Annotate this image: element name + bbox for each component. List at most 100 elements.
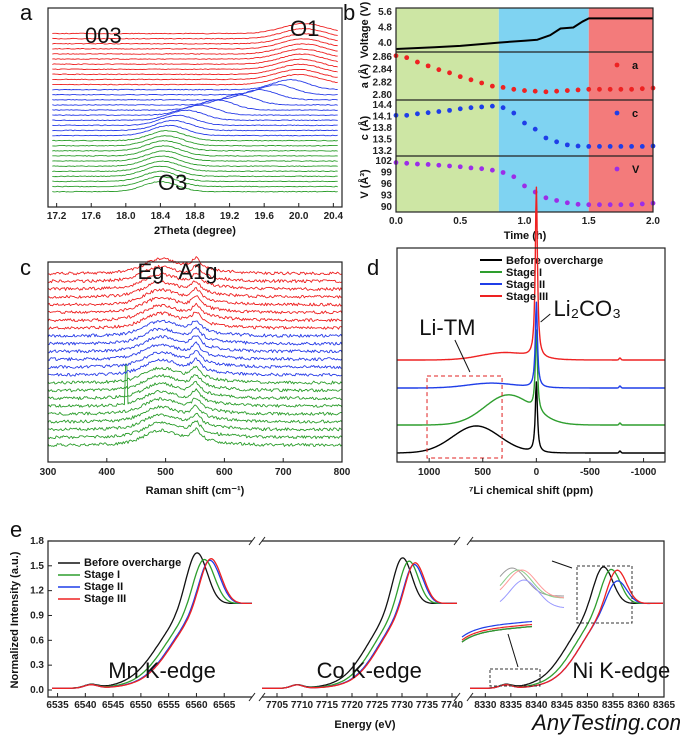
x-axis-label: Energy (eV) bbox=[334, 719, 395, 731]
data-point-V bbox=[511, 174, 517, 180]
y-axis-label: Normalized Intensity (a.u.) bbox=[9, 551, 21, 688]
y-tick-label: 0.3 bbox=[30, 660, 44, 671]
x-tick-label: 6555 bbox=[158, 700, 181, 711]
raman-curve bbox=[47, 295, 343, 315]
x-tick-label: 7730 bbox=[391, 700, 414, 711]
x-tick-label: 0.5 bbox=[453, 216, 467, 227]
raman-curve bbox=[47, 280, 343, 299]
xanes-Mn K-edge-3 bbox=[52, 558, 252, 689]
x-tick-label: 1000 bbox=[418, 467, 441, 478]
diffraction-curve bbox=[52, 170, 338, 183]
legend-label: Before overcharge bbox=[506, 255, 603, 267]
diffraction-curve bbox=[52, 94, 338, 106]
data-point-c bbox=[629, 144, 634, 149]
diffraction-curve bbox=[52, 68, 338, 81]
data-point-a bbox=[532, 88, 538, 94]
inset-box-peak bbox=[576, 565, 633, 624]
data-point-V bbox=[586, 202, 592, 208]
arrow-li2co3 bbox=[540, 313, 551, 323]
edge-label: Ni K-edge bbox=[572, 658, 670, 683]
x-tick-label: 500 bbox=[474, 467, 491, 478]
label-Eg: Eg bbox=[137, 259, 164, 284]
x-tick-label: 600 bbox=[216, 467, 233, 478]
x-tick-label: 20.0 bbox=[289, 211, 309, 222]
legend-label: Stage I bbox=[506, 267, 542, 279]
inset-box-preedge bbox=[489, 668, 541, 687]
voltage-tick: 5.6 bbox=[378, 7, 392, 18]
raman-curve bbox=[47, 286, 343, 307]
x-tick-label: 18.0 bbox=[116, 211, 136, 222]
x-tick-label: 7715 bbox=[316, 700, 339, 711]
x-tick-label: 6545 bbox=[102, 700, 125, 711]
x-tick-label: 17.6 bbox=[82, 211, 102, 222]
diffraction-curve bbox=[52, 135, 338, 147]
x-tick-label: 8340 bbox=[525, 700, 548, 711]
data-point-V bbox=[500, 170, 506, 175]
data-point-c bbox=[500, 105, 506, 111]
axis-break-mark bbox=[453, 692, 461, 702]
y-tick-c: 13.2 bbox=[373, 146, 393, 157]
x-tick-label: 1.0 bbox=[518, 216, 532, 227]
data-point-a bbox=[639, 86, 645, 92]
data-point-V bbox=[564, 200, 570, 206]
data-point-V bbox=[629, 202, 634, 208]
raman-curve bbox=[47, 341, 343, 362]
data-point-V bbox=[415, 161, 420, 167]
inset-peak-curve bbox=[499, 569, 565, 599]
y-tick-a: 2.86 bbox=[373, 52, 393, 63]
data-point-a bbox=[522, 88, 527, 93]
axis-break-mark bbox=[248, 536, 256, 546]
diffraction-curve bbox=[52, 155, 338, 167]
raman-curve bbox=[48, 256, 343, 276]
x-tick-label: 7705 bbox=[266, 700, 289, 711]
y-tick-label: 1.5 bbox=[30, 561, 44, 572]
y-axis-label-V: V (Å³) bbox=[358, 169, 371, 199]
arrow-peak-inset bbox=[551, 560, 573, 569]
diffraction-curve bbox=[52, 160, 338, 173]
raman-curve bbox=[47, 272, 343, 291]
y-tick-label: 0.0 bbox=[30, 685, 44, 696]
data-point-V bbox=[447, 163, 452, 169]
diffraction-curve bbox=[52, 175, 338, 188]
y-tick-label: 1.2 bbox=[30, 586, 44, 597]
diffraction-curve bbox=[52, 33, 338, 45]
axis-break-mark bbox=[453, 536, 461, 546]
panel-letter-c: c bbox=[20, 255, 31, 280]
data-point-c bbox=[618, 144, 624, 149]
y-axis-label-a: a (Å) bbox=[358, 63, 371, 88]
legend-marker-V bbox=[614, 166, 620, 172]
panel-letter-e: e bbox=[10, 517, 22, 542]
diffraction-curve bbox=[52, 145, 338, 157]
diffraction-curve bbox=[52, 114, 338, 127]
x-tick-label: 8355 bbox=[602, 700, 625, 711]
raman-curve bbox=[47, 335, 343, 354]
data-point-c bbox=[447, 107, 452, 113]
axis-break-mark bbox=[258, 536, 266, 546]
data-point-a bbox=[618, 86, 624, 92]
x-tick-label: 7740 bbox=[441, 700, 464, 711]
x-tick-label: 7735 bbox=[416, 700, 439, 711]
x-tick-label: 300 bbox=[40, 467, 57, 478]
data-point-c bbox=[468, 105, 474, 111]
y-tick-a: 2.82 bbox=[373, 77, 393, 88]
diffraction-curve bbox=[52, 140, 338, 152]
label-li-tm: Li-TM bbox=[419, 315, 475, 340]
nmr-spectrum-0 bbox=[396, 381, 666, 454]
arrow-li-tm bbox=[454, 339, 471, 373]
axis-break-mark bbox=[466, 692, 474, 702]
data-point-V bbox=[404, 160, 410, 166]
diffraction-curve bbox=[52, 38, 338, 50]
legend-label: Before overcharge bbox=[84, 557, 181, 569]
data-point-a bbox=[575, 87, 581, 93]
y-tick-c: 14.1 bbox=[373, 112, 393, 123]
raman-curve bbox=[47, 365, 343, 385]
data-point-a bbox=[543, 89, 549, 95]
data-point-c bbox=[404, 112, 410, 118]
data-point-c bbox=[597, 144, 602, 149]
legend-label: Stage II bbox=[84, 581, 123, 593]
x-axis-label: Raman shift (cm⁻¹) bbox=[146, 485, 245, 497]
edge-label: Mn K-edge bbox=[108, 658, 216, 683]
label-003: 003 bbox=[85, 23, 122, 48]
x-tick-label: 8335 bbox=[500, 700, 523, 711]
x-tick-label: 8360 bbox=[627, 700, 650, 711]
